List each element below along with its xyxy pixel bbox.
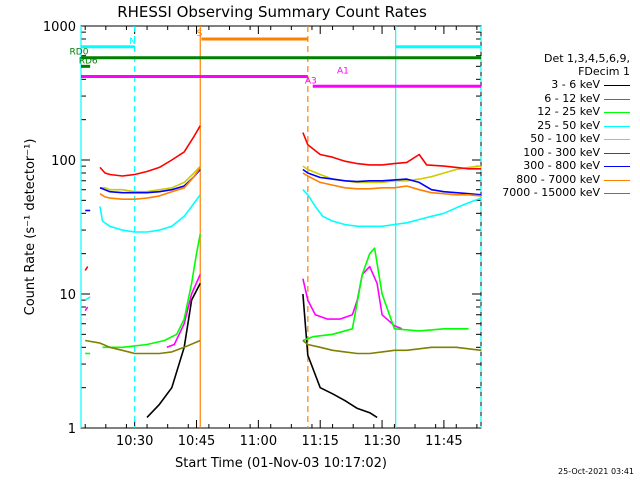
series-line <box>302 165 482 184</box>
series-lines <box>84 125 482 419</box>
legend: Det 1,3,4,5,6,9, FDecim 1 3 - 6 keV 6 - 1… <box>482 52 638 200</box>
series-line <box>146 283 201 418</box>
series-line <box>302 265 403 330</box>
legend-entry: 100 - 300 keV <box>482 146 638 160</box>
legend-header-2: FDecim 1 <box>578 65 630 78</box>
timestamp: 25-Oct-2021 03:41 <box>558 467 634 476</box>
legend-entry: 800 - 7000 keV <box>482 173 638 187</box>
legend-entry: 25 - 50 keV <box>482 119 638 133</box>
status-bar-label: S <box>197 29 203 39</box>
series-line <box>85 339 201 355</box>
legend-swatch <box>604 112 630 113</box>
y-tick-label: 1000 <box>43 20 76 35</box>
legend-swatch <box>604 179 630 181</box>
series-line <box>84 266 89 271</box>
legend-swatch <box>604 166 630 167</box>
series-line <box>99 194 201 233</box>
x-tick-label: 11:30 <box>363 434 400 449</box>
y-axis-label: Count Rate (s⁻¹ detector⁻¹) <box>23 139 38 316</box>
legend-entry: 50 - 100 keV <box>482 132 638 146</box>
legend-entry: 7000 - 15000 keV <box>482 186 638 200</box>
series-line <box>302 168 482 196</box>
x-tick-label: 11:00 <box>240 434 277 449</box>
legend-entry-label: 50 - 100 keV <box>530 132 600 145</box>
legend-entry-label: 100 - 300 keV <box>523 145 600 159</box>
axis-ticks: 1 10 100 1000 10:30 10:45 11:00 11:15 11:30 11:45 <box>43 20 481 449</box>
y-tick-label: 100 <box>51 154 76 169</box>
series-line <box>302 172 482 197</box>
x-tick-label: 11:15 <box>301 434 338 449</box>
x-axis-label: Start Time (01-Nov-03 10:17:02) <box>175 456 387 471</box>
legend-entry: 300 - 800 keV <box>482 159 638 173</box>
status-bar-label: A1 <box>337 66 349 76</box>
legend-entry-label: 800 - 7000 keV <box>516 172 600 186</box>
legend-swatch <box>604 193 630 194</box>
series-line <box>99 166 201 200</box>
legend-entry: 12 - 25 keV <box>482 105 638 119</box>
legend-entry: 3 - 6 keV <box>482 78 638 92</box>
x-tick-label: 10:45 <box>178 434 215 449</box>
legend-swatch <box>604 152 630 154</box>
legend-entry-label: 7000 - 15000 keV <box>502 186 600 199</box>
legend-swatch <box>604 125 630 127</box>
series-line <box>302 132 481 170</box>
legend-swatch <box>604 98 630 100</box>
series-line <box>302 293 378 419</box>
series-line <box>84 296 91 301</box>
series-line <box>166 274 201 349</box>
series-line <box>302 247 469 342</box>
chart-title: RHESSI Observing Summary Count Rates <box>117 3 427 21</box>
legend-entry-label: 300 - 800 keV <box>523 159 600 172</box>
status-bar-label: N <box>129 37 136 47</box>
legend-header-1: Det 1,3,4,5,6,9, <box>543 52 630 65</box>
legend-swatch <box>604 139 630 140</box>
legend-entry-label: 12 - 25 keV <box>537 105 600 118</box>
series-line <box>302 339 482 355</box>
series-line <box>302 189 482 228</box>
status-bar-label: RD6 <box>79 56 98 66</box>
series-line <box>102 233 201 349</box>
legend-swatch <box>604 85 630 86</box>
x-tick-label: 10:30 <box>116 434 153 449</box>
legend-entry-label: 6 - 12 keV <box>544 91 600 105</box>
legend-entry: 6 - 12 keV <box>482 92 638 106</box>
y-tick-label: 10 <box>59 288 76 303</box>
vertical-markers <box>80 26 482 428</box>
status-bar-label: A3 <box>305 76 317 86</box>
status-bar-label: RD0 <box>70 48 89 58</box>
series-line <box>84 306 89 312</box>
series-line <box>99 125 201 177</box>
y-tick-label: 1 <box>68 422 76 437</box>
legend-entry-label: 3 - 6 keV <box>551 78 600 91</box>
legend-entry-label: 25 - 50 keV <box>537 118 600 132</box>
series-line <box>100 165 201 193</box>
x-tick-label: 11:45 <box>425 434 462 449</box>
